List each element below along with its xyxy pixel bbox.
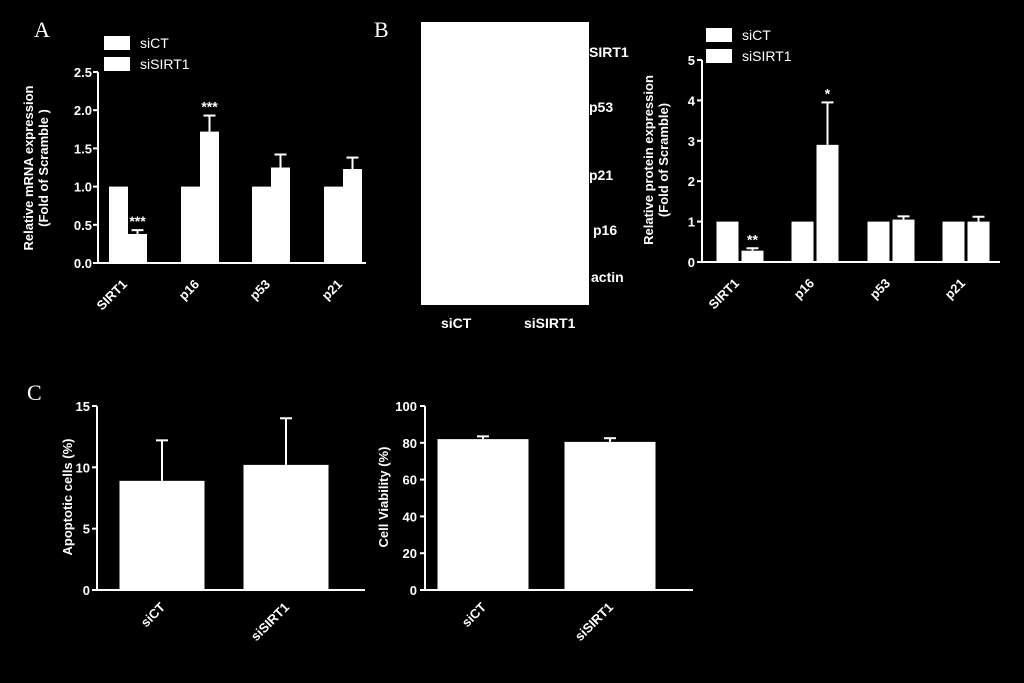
blot-label-p21: p21	[589, 167, 613, 183]
chart-c-viability-bar	[437, 439, 529, 590]
panel-letter-a: A	[34, 17, 50, 42]
chart-a-significance-label: ***	[129, 213, 146, 229]
chart-a-y-axis-label: Relative mRNA expression(Fold of Scrambl…	[21, 85, 51, 250]
western-blot: SIRT1 p53 p21 p16 actin siCT siSIRT1	[421, 22, 629, 331]
chart-a-y-axis-label-line: Relative mRNA expression	[21, 85, 36, 250]
chart-a-mrna: 0.0 0.5 1.0 1.5 2.0 2.5 Relative mRNA expressi…	[21, 35, 366, 313]
panel-letter-c: C	[27, 380, 42, 405]
blot-label-p16: p16	[593, 222, 617, 238]
chart-b-bar	[942, 221, 965, 262]
chart-a-bar	[324, 186, 343, 263]
chart-a-bar	[128, 233, 147, 263]
chart-c-viability-bar	[564, 441, 656, 590]
chart-c-viability-ytick-label: 80	[403, 436, 417, 451]
chart-c-viability: 0 20 40 60 80 100 Cell Viability (%) siCT siSIRT…	[376, 399, 693, 644]
chart-b-ytick-label: 0	[688, 255, 695, 270]
blot-label-sirt1: SIRT1	[589, 44, 629, 60]
chart-a-legend-swatch	[104, 57, 130, 71]
chart-c-viability-ytick-label: 60	[403, 473, 417, 488]
chart-a-category-label: SIRT1	[93, 277, 130, 314]
chart-b-bar	[791, 221, 814, 262]
chart-c-apoptosis-y-axis-label-line: Apoptotic cells (%)	[60, 438, 75, 555]
chart-a-significance-label: ***	[201, 99, 218, 115]
chart-b-legend-label: siCT	[742, 27, 771, 43]
chart-a-ytick-label: 2.5	[74, 65, 92, 80]
chart-c-apoptosis-category-label: siSIRT1	[248, 600, 292, 644]
chart-a-category-label: p53	[247, 277, 273, 303]
chart-c-apoptosis-category-label: siCT	[138, 599, 169, 630]
blot-lane-sict: siCT	[441, 315, 472, 331]
chart-c-apoptosis-bar	[119, 480, 205, 590]
chart-c-apoptosis-ytick-label: 5	[83, 522, 90, 537]
chart-a-ytick-label: 2.0	[74, 103, 92, 118]
chart-a-legend-label: siSIRT1	[140, 56, 190, 72]
chart-a-legend-swatch	[104, 36, 130, 50]
chart-c-apoptosis-y-axis-label: Apoptotic cells (%)	[60, 438, 75, 555]
chart-c-apoptosis-ytick-label: 10	[76, 460, 90, 475]
chart-b-category-label: SIRT1	[705, 276, 742, 313]
chart-b-legend-swatch	[706, 28, 732, 42]
chart-b-category-label: p53	[867, 276, 893, 302]
chart-b-bar	[816, 144, 839, 262]
chart-b-bar	[741, 250, 764, 262]
chart-a-bar	[109, 186, 128, 263]
chart-b-ytick-label: 2	[688, 174, 695, 189]
chart-b-bar	[967, 221, 990, 262]
chart-a-ytick-label: 1.5	[74, 141, 92, 156]
chart-a-ytick-label: 1.0	[74, 180, 92, 195]
chart-c-viability-ytick-label: 100	[395, 399, 417, 414]
panel-letter-b: B	[374, 17, 389, 42]
chart-b-ytick-label: 4	[688, 93, 696, 108]
chart-b-y-axis-label-line: (Fold of Scramble)	[656, 103, 671, 217]
chart-a-bar	[343, 169, 362, 263]
chart-a-bar	[252, 186, 271, 263]
blot-label-actin: actin	[591, 269, 624, 285]
chart-c-viability-category-label: siCT	[459, 599, 490, 630]
blot-lane-sisirt1: siSIRT1	[524, 315, 576, 331]
chart-b-significance-label: **	[747, 231, 758, 247]
blot-label-p53: p53	[589, 99, 613, 115]
chart-b-ytick-label: 1	[688, 215, 695, 230]
chart-b-ytick-label: 5	[688, 53, 695, 68]
chart-a-bar	[200, 131, 219, 263]
chart-c-apoptosis-ytick-label: 15	[76, 399, 90, 414]
chart-b-legend-label: siSIRT1	[742, 48, 792, 64]
chart-c-apoptosis: 0 5 10 15 Apoptotic cells (%) siCT siSIRT1	[60, 399, 365, 644]
chart-b-legend-swatch	[706, 49, 732, 63]
chart-b-category-label: p21	[942, 276, 968, 302]
chart-b-y-axis-label: Relative protein expression(Fold of Scra…	[641, 75, 671, 245]
chart-a-y-axis-label-line: (Fold of Scramble )	[36, 109, 51, 227]
chart-b-protein: 0 1 2 3 4 5 Relative protein expression(Fold o…	[641, 27, 1000, 312]
chart-a-bar	[271, 167, 290, 263]
chart-b-bar	[892, 219, 915, 262]
chart-a-category-label: p16	[176, 277, 202, 303]
chart-a-category-label: p21	[319, 277, 345, 303]
chart-c-viability-y-axis-label-line: Cell Viability (%)	[376, 447, 391, 548]
chart-b-y-axis-label-line: Relative protein expression	[641, 75, 656, 245]
chart-c-viability-ytick-label: 40	[403, 509, 417, 524]
chart-a-legend-label: siCT	[140, 35, 169, 51]
chart-a-bar	[181, 186, 200, 263]
chart-c-viability-ytick-label: 0	[410, 583, 417, 598]
chart-c-viability-category-label: siSIRT1	[572, 600, 616, 644]
chart-b-bar	[867, 221, 890, 262]
chart-b-category-label: p16	[791, 276, 817, 302]
chart-c-viability-y-axis-label: Cell Viability (%)	[376, 447, 391, 548]
chart-b-significance-label: *	[825, 85, 831, 101]
chart-b-bar	[716, 221, 739, 262]
chart-c-apoptosis-bar	[243, 464, 329, 590]
chart-b-ytick-label: 3	[688, 134, 695, 149]
western-blot-image	[421, 22, 589, 305]
chart-c-apoptosis-ytick-label: 0	[83, 583, 90, 598]
chart-c-viability-ytick-label: 20	[403, 546, 417, 561]
chart-a-ytick-label: 0.5	[74, 218, 92, 233]
chart-a-ytick-label: 0.0	[74, 256, 92, 271]
